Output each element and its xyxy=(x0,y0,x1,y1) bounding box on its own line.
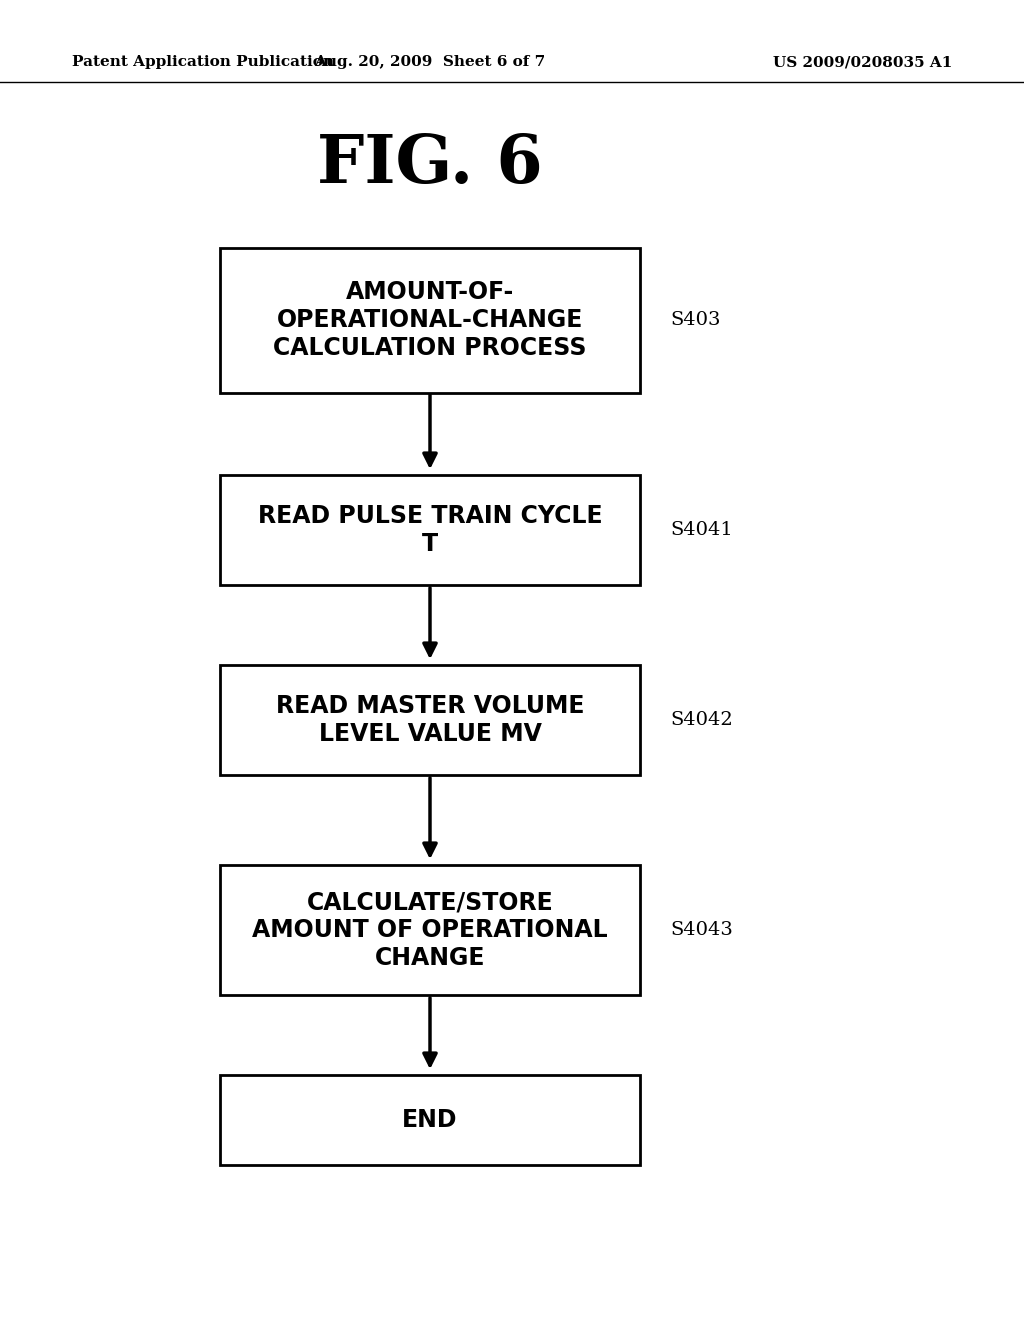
Bar xyxy=(220,475,640,585)
Text: S4041: S4041 xyxy=(670,521,733,539)
Text: Patent Application Publication: Patent Application Publication xyxy=(72,55,334,69)
Text: S403: S403 xyxy=(670,312,721,329)
Bar xyxy=(220,865,640,995)
Text: US 2009/0208035 A1: US 2009/0208035 A1 xyxy=(773,55,952,69)
Text: END: END xyxy=(402,1107,458,1133)
Text: S4043: S4043 xyxy=(670,921,733,939)
Bar xyxy=(220,1074,640,1166)
Bar xyxy=(220,248,640,392)
Text: FIG. 6: FIG. 6 xyxy=(317,132,543,198)
Text: Aug. 20, 2009  Sheet 6 of 7: Aug. 20, 2009 Sheet 6 of 7 xyxy=(314,55,546,69)
Text: READ PULSE TRAIN CYCLE
T: READ PULSE TRAIN CYCLE T xyxy=(258,504,602,556)
Text: READ MASTER VOLUME
LEVEL VALUE MV: READ MASTER VOLUME LEVEL VALUE MV xyxy=(275,694,585,746)
Bar xyxy=(220,665,640,775)
Text: S4042: S4042 xyxy=(670,711,733,729)
Text: CALCULATE/STORE
AMOUNT OF OPERATIONAL
CHANGE: CALCULATE/STORE AMOUNT OF OPERATIONAL CH… xyxy=(252,890,608,970)
Text: AMOUNT-OF-
OPERATIONAL-CHANGE
CALCULATION PROCESS: AMOUNT-OF- OPERATIONAL-CHANGE CALCULATIO… xyxy=(273,280,587,360)
